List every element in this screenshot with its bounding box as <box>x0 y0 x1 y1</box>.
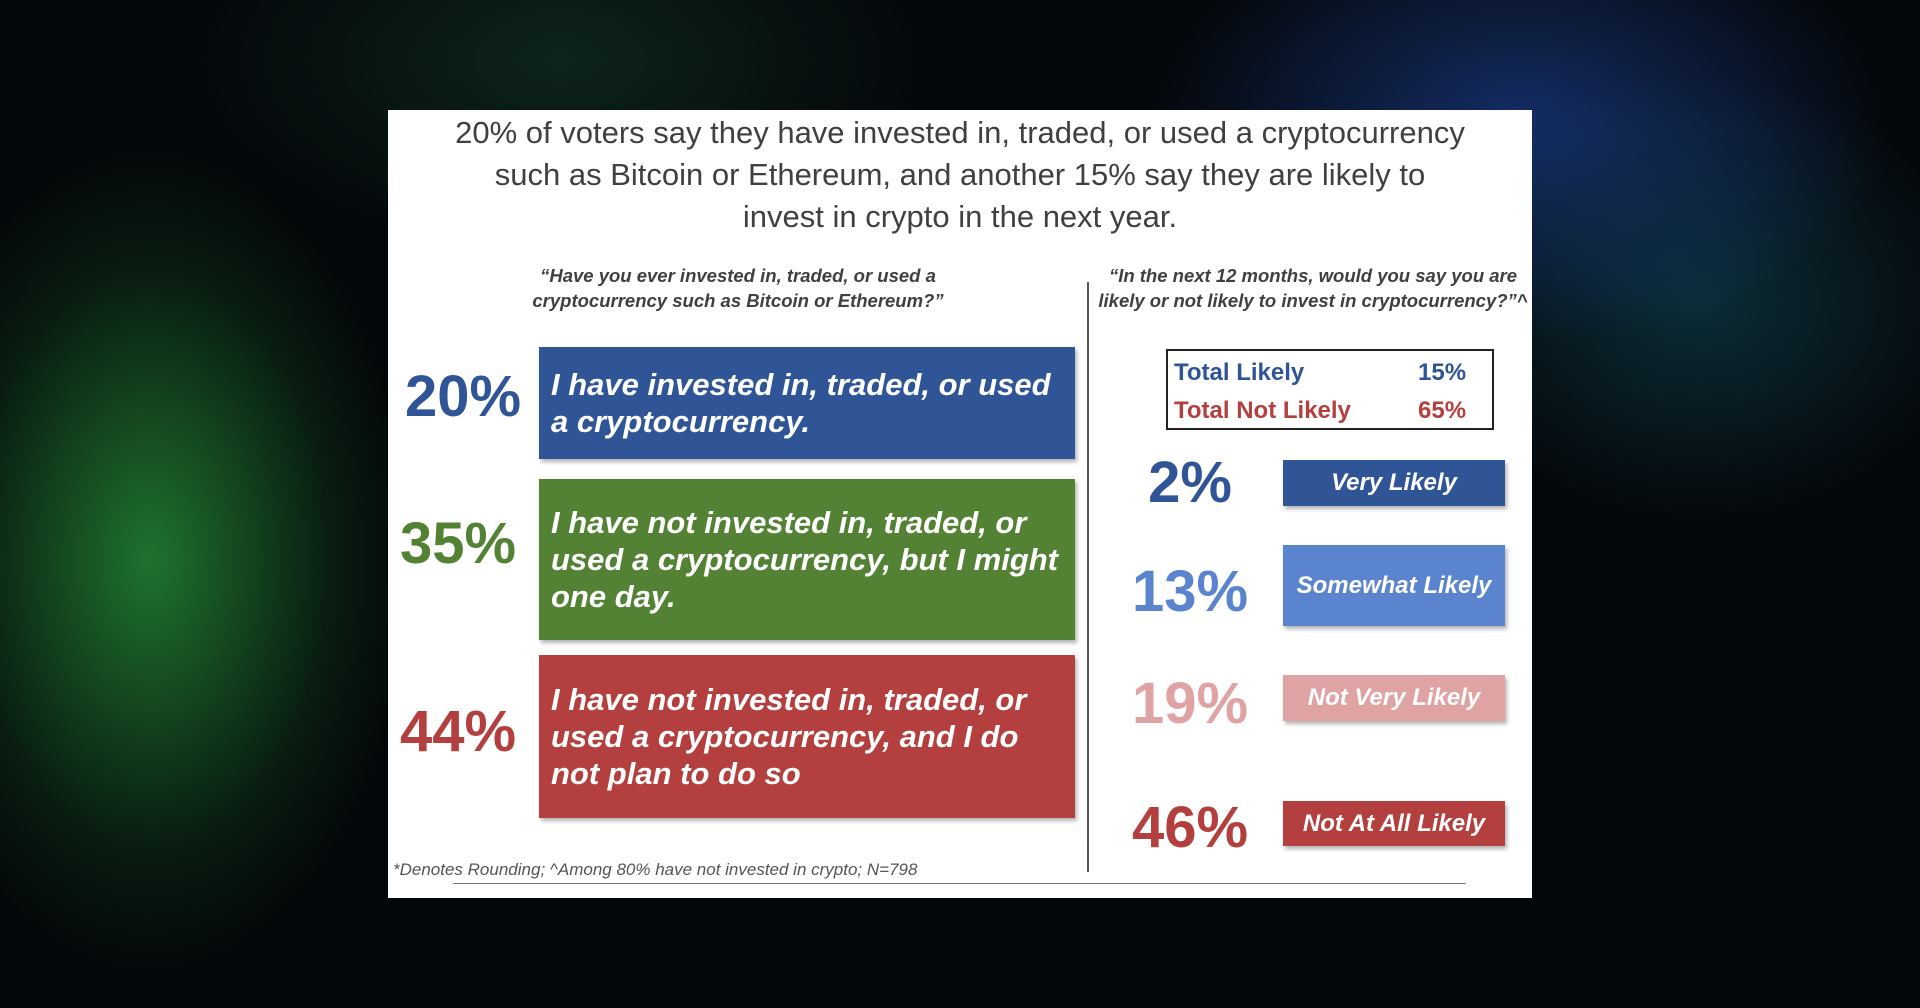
left-question: “Have you ever invested in, traded, or u… <box>488 263 988 313</box>
bar-very-likely: Very Likely <box>1283 460 1505 506</box>
slide-title: 20% of voters say they have invested in,… <box>388 112 1532 238</box>
question-line: cryptocurrency such as Bitcoin or Ethere… <box>532 290 944 311</box>
bar-might: I have not invested in, traded, or used … <box>539 479 1075 640</box>
footer-rule <box>453 883 1466 884</box>
title-line: such as Bitcoin or Ethereum, and another… <box>494 157 1426 192</box>
bar-label: I have invested in, traded, or used a cr… <box>551 367 1051 439</box>
question-line: “Have you ever invested in, traded, or u… <box>540 265 936 286</box>
title-line: 20% of voters say they have invested in,… <box>455 115 1465 150</box>
bar-label: I have not invested in, traded, or used … <box>551 505 1059 614</box>
bar-not-at-all-likely: Not At All Likely <box>1283 801 1505 846</box>
pct-somewhat-likely: 13% <box>1131 559 1249 624</box>
bar-somewhat-likely: Somewhat Likely <box>1283 545 1505 626</box>
totals-box: Total Likely 15% Total Not Likely 65% <box>1166 349 1494 430</box>
total-likely-label: Total Likely <box>1174 359 1305 386</box>
right-question: “In the next 12 months, would you say yo… <box>1093 263 1533 313</box>
pct-very-likely: 2% <box>1148 450 1232 515</box>
pct-not-very-likely: 19% <box>1131 671 1249 736</box>
pct-not-at-all-likely: 46% <box>1131 795 1249 860</box>
question-line: “In the next 12 months, would you say yo… <box>1108 265 1518 286</box>
footnote: *Denotes Rounding; ^Among 80% have not i… <box>393 860 918 879</box>
pct-might: 35% <box>399 511 517 576</box>
bar-invested: I have invested in, traded, or used a cr… <box>539 347 1075 459</box>
pct-not-plan: 44% <box>399 699 517 764</box>
total-not-likely-label: Total Not Likely <box>1174 397 1351 424</box>
bar-label: I have not invested in, traded, or used … <box>551 682 1027 791</box>
bar-not-very-likely: Not Very Likely <box>1283 675 1505 721</box>
pct-invested: 20% <box>404 364 522 429</box>
survey-slide: 20% of voters say they have invested in,… <box>388 110 1532 898</box>
total-likely-value: 15% <box>1418 359 1467 386</box>
total-not-likely-value: 65% <box>1418 397 1467 424</box>
bar-not-plan: I have not invested in, traded, or used … <box>539 655 1075 818</box>
title-line: invest in crypto in the next year. <box>742 199 1178 234</box>
question-line: likely or not likely to invest in crypto… <box>1098 290 1528 311</box>
divider <box>1087 282 1089 872</box>
